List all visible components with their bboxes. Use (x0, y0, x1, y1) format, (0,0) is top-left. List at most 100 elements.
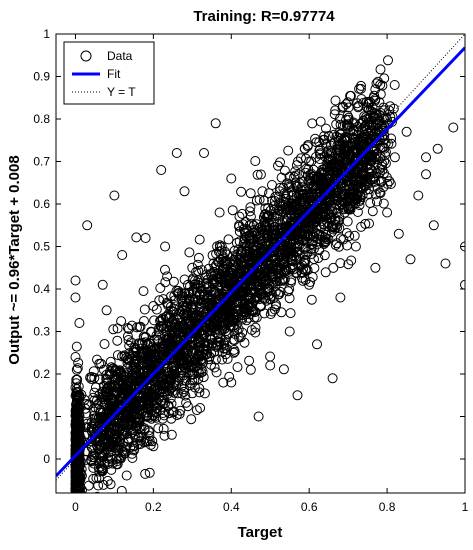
data-point (360, 173, 371, 184)
data-point (149, 315, 160, 326)
data-point (141, 410, 152, 420)
data-point (249, 312, 260, 323)
data-point (221, 343, 232, 354)
data-point (187, 375, 198, 386)
data-point (333, 203, 344, 214)
data-point (73, 514, 82, 523)
data-point (292, 247, 303, 258)
data-point (346, 255, 357, 266)
data-point (286, 210, 297, 221)
data-point (448, 122, 459, 133)
data-point (366, 174, 377, 185)
data-point (231, 252, 242, 263)
data-point (315, 173, 326, 184)
data-point (165, 301, 176, 312)
data-point (286, 225, 297, 236)
data-point (257, 186, 268, 197)
data-point (315, 144, 326, 155)
legend-data-label: Data (107, 49, 133, 63)
data-point (266, 271, 277, 282)
data-point (382, 114, 392, 125)
data-point (355, 133, 365, 144)
data-point (342, 216, 353, 227)
data-point (345, 204, 356, 215)
y-tick-label: 0.7 (33, 155, 50, 169)
data-point (117, 389, 128, 399)
data-point (138, 331, 149, 342)
data-point (282, 201, 293, 212)
data-point (91, 440, 102, 451)
data-point (177, 355, 188, 366)
data-point (222, 353, 233, 364)
data-point (152, 334, 163, 345)
data-point (125, 361, 136, 372)
data-point (191, 405, 202, 416)
data-point (115, 423, 126, 434)
data-point (302, 246, 313, 257)
data-point (88, 473, 99, 484)
data-point (244, 355, 255, 366)
data-point (121, 415, 132, 426)
data-point (135, 439, 146, 450)
data-point (285, 182, 296, 193)
data-point (333, 135, 344, 146)
x-tick-label: 1 (462, 500, 469, 514)
data-point (83, 399, 94, 410)
data-point (72, 427, 83, 437)
x-tick-label: 0.6 (301, 500, 318, 514)
data-point (308, 236, 319, 247)
data-point (385, 179, 396, 189)
data-point (74, 533, 83, 542)
data-point (72, 374, 83, 385)
data-point (370, 189, 381, 200)
data-point (179, 186, 190, 197)
data-point (260, 238, 271, 249)
data-point (72, 419, 83, 429)
data-point (193, 265, 204, 276)
data-point (110, 365, 120, 376)
data-point (259, 209, 270, 220)
data-point (428, 220, 439, 231)
data-point (145, 392, 155, 403)
data-point (329, 165, 340, 176)
data-point (374, 109, 385, 120)
data-point (205, 289, 216, 300)
data-point (421, 169, 431, 180)
data-point (192, 282, 203, 293)
data-point (306, 294, 317, 305)
data-point (73, 357, 84, 368)
data-point (195, 338, 206, 349)
data-point (335, 258, 346, 269)
data-point (344, 189, 355, 200)
data-point (236, 186, 247, 197)
data-point (275, 237, 286, 248)
data-point (251, 195, 262, 206)
data-point (250, 322, 261, 333)
data-point (104, 407, 115, 418)
data-point (81, 429, 92, 439)
data-point (96, 441, 107, 452)
data-point (370, 176, 381, 187)
y-tick-label: 0.9 (33, 70, 50, 84)
data-point (365, 198, 376, 209)
data-point (299, 143, 310, 154)
data-point (294, 227, 305, 238)
data-point (253, 247, 264, 258)
data-point (93, 463, 104, 474)
data-point (344, 150, 355, 161)
data-point (283, 286, 294, 297)
data-point (97, 279, 108, 290)
data-point (353, 177, 364, 188)
data-point (276, 172, 287, 183)
data-point (226, 377, 237, 388)
data-point (130, 358, 141, 369)
data-point (253, 411, 264, 422)
y-tick-label: 0.8 (33, 112, 50, 126)
data-point (302, 192, 312, 203)
data-point (378, 198, 389, 209)
data-point (304, 226, 314, 237)
data-point (151, 412, 162, 423)
data-point (72, 363, 83, 374)
data-point (358, 115, 369, 126)
y-tick-label: 1 (43, 27, 50, 41)
